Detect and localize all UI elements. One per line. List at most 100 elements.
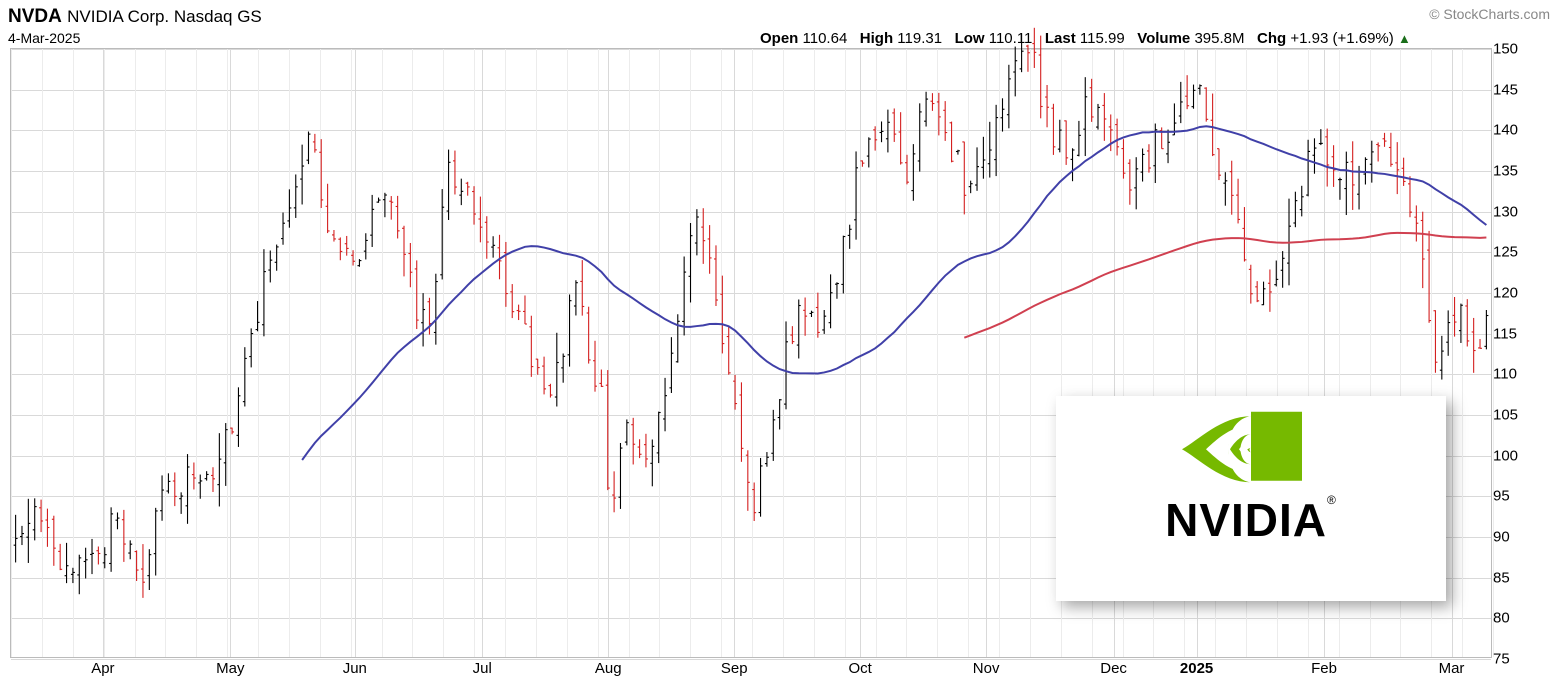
ohlc-bar[interactable] <box>701 208 705 264</box>
ohlc-bar[interactable] <box>20 526 24 545</box>
ohlc-bar[interactable] <box>1281 251 1285 288</box>
ohlc-bar[interactable] <box>555 333 559 407</box>
ohlc-bar[interactable] <box>71 568 75 583</box>
ohlc-bar[interactable] <box>854 151 858 239</box>
ohlc-bar[interactable] <box>1402 158 1406 186</box>
ohlc-bar[interactable] <box>402 226 406 277</box>
ohlc-bar[interactable] <box>383 193 387 217</box>
ohlc-bar[interactable] <box>644 434 648 468</box>
ohlc-bar[interactable] <box>173 472 177 506</box>
ohlc-bar[interactable] <box>612 471 616 512</box>
ohlc-bar[interactable] <box>65 543 69 583</box>
ohlc-bar[interactable] <box>224 423 228 486</box>
ohlc-bar[interactable] <box>1039 36 1043 119</box>
ohlc-bar[interactable] <box>797 299 801 358</box>
ohlc-bar[interactable] <box>1223 172 1227 205</box>
ohlc-bar[interactable] <box>1172 103 1176 135</box>
ohlc-bar[interactable] <box>1363 157 1367 184</box>
ohlc-bar[interactable] <box>491 236 495 257</box>
ohlc-bar[interactable] <box>892 108 896 141</box>
ohlc-bar[interactable] <box>160 475 164 520</box>
ohlc-bar[interactable] <box>198 475 202 499</box>
ohlc-bar[interactable] <box>39 500 43 532</box>
ohlc-bar[interactable] <box>1478 339 1482 349</box>
ohlc-bar[interactable] <box>1230 161 1234 215</box>
ohlc-bar[interactable] <box>587 307 591 364</box>
ohlc-bar[interactable] <box>523 295 527 324</box>
ohlc-bar[interactable] <box>574 280 578 315</box>
ohlc-bar[interactable] <box>1013 47 1017 97</box>
ohlc-bar[interactable] <box>803 298 807 336</box>
ohlc-bar[interactable] <box>771 410 775 461</box>
ohlc-bar[interactable] <box>275 245 279 271</box>
ohlc-bar[interactable] <box>816 293 820 338</box>
ohlc-bar[interactable] <box>14 515 18 563</box>
ohlc-bar[interactable] <box>1121 139 1125 178</box>
ohlc-bar[interactable] <box>109 507 113 571</box>
ohlc-bar[interactable] <box>1274 261 1278 287</box>
ohlc-bar[interactable] <box>752 483 756 522</box>
ohlc-bar[interactable] <box>478 197 482 243</box>
ohlc-bar[interactable] <box>778 399 782 429</box>
ohlc-bar[interactable] <box>1249 265 1253 304</box>
ohlc-bar[interactable] <box>1421 212 1425 288</box>
ohlc-bar[interactable] <box>147 549 151 590</box>
ohlc-bar[interactable] <box>650 439 654 486</box>
ohlc-bar[interactable] <box>663 378 667 431</box>
ohlc-bar[interactable] <box>33 498 37 540</box>
ohlc-bar[interactable] <box>536 359 540 375</box>
ohlc-bar[interactable] <box>790 326 794 344</box>
ohlc-bar[interactable] <box>421 293 425 346</box>
ohlc-bar[interactable] <box>1370 141 1374 183</box>
ohlc-bar[interactable] <box>619 443 623 509</box>
ohlc-bar[interactable] <box>962 142 966 215</box>
ohlc-bar[interactable] <box>1064 120 1068 164</box>
ohlc-bar[interactable] <box>829 274 833 328</box>
ohlc-bar[interactable] <box>45 509 49 547</box>
ohlc-bar[interactable] <box>287 189 291 227</box>
ohlc-bar[interactable] <box>294 174 298 217</box>
ohlc-bar[interactable] <box>1306 140 1310 197</box>
ohlc-bar[interactable] <box>1134 157 1138 209</box>
ohlc-bar[interactable] <box>669 337 673 393</box>
ohlc-bar[interactable] <box>179 492 183 514</box>
ohlc-bar[interactable] <box>326 184 330 233</box>
ohlc-bar[interactable] <box>1090 79 1094 122</box>
ohlc-bar[interactable] <box>205 471 209 480</box>
ohlc-bar[interactable] <box>345 236 349 256</box>
ohlc-bar[interactable] <box>1332 145 1336 187</box>
ohlc-bar[interactable] <box>230 428 234 435</box>
ohlc-bar[interactable] <box>981 137 985 179</box>
ohlc-bar[interactable] <box>606 370 610 490</box>
ohlc-bar[interactable] <box>1128 159 1132 205</box>
ohlc-bar[interactable] <box>154 508 158 576</box>
ohlc-bar[interactable] <box>1102 93 1106 141</box>
ohlc-bar[interactable] <box>975 147 979 190</box>
ohlc-bar[interactable] <box>988 122 992 178</box>
ohlc-bar[interactable] <box>682 256 686 335</box>
ohlc-bar[interactable] <box>84 548 88 579</box>
ohlc-bar[interactable] <box>1166 130 1170 164</box>
ohlc-bar[interactable] <box>784 321 788 409</box>
ohlc-bar[interactable] <box>886 110 890 153</box>
ohlc-bar[interactable] <box>1211 94 1215 157</box>
ohlc-bar[interactable] <box>1395 142 1399 194</box>
ohlc-bar[interactable] <box>26 499 30 563</box>
ohlc-bar[interactable] <box>135 550 139 581</box>
ohlc-bar[interactable] <box>1453 297 1457 337</box>
ohlc-bar[interactable] <box>1465 299 1469 346</box>
ohlc-bar[interactable] <box>447 150 451 220</box>
ohlc-bar[interactable] <box>580 260 584 316</box>
ohlc-bar[interactable] <box>937 93 941 136</box>
ohlc-bar[interactable] <box>103 547 107 568</box>
ohlc-bar[interactable] <box>956 150 960 155</box>
ohlc-bar[interactable] <box>905 155 909 185</box>
ohlc-bar[interactable] <box>708 225 712 274</box>
ohlc-bar[interactable] <box>1160 127 1164 148</box>
ohlc-bar[interactable] <box>1083 77 1087 156</box>
ohlc-bar[interactable] <box>427 298 431 335</box>
ohlc-bar[interactable] <box>243 347 247 406</box>
ohlc-bar[interactable] <box>835 282 839 299</box>
ohlc-bar[interactable] <box>924 92 928 127</box>
ohlc-bar[interactable] <box>236 387 240 447</box>
